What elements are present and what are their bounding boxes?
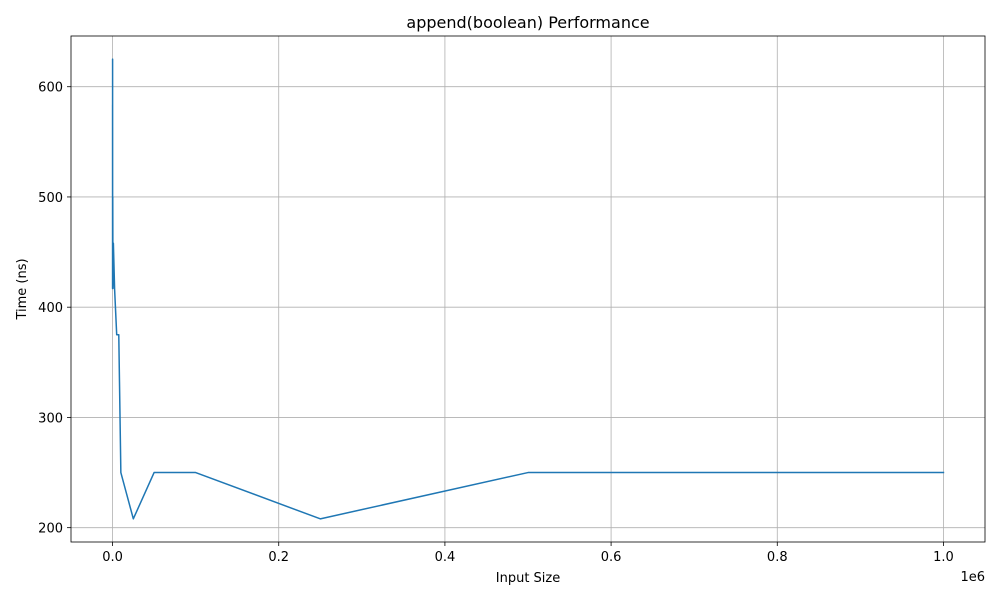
series-line xyxy=(111,58,945,520)
x-axis-label: Input Size xyxy=(496,571,560,586)
x-tick-label: 1.0 xyxy=(933,550,954,565)
series-layer xyxy=(111,58,945,520)
y-tick-label: 300 xyxy=(38,411,63,426)
x-axis-offset-label: 1e6 xyxy=(960,570,985,585)
x-tick-label: 0.6 xyxy=(601,550,622,565)
x-tick-label: 0.4 xyxy=(435,550,456,565)
y-axis: 200 300 400 500 600 xyxy=(38,81,71,537)
x-tick-label: 0.8 xyxy=(767,550,788,565)
x-tick-label: 0.0 xyxy=(102,550,123,565)
y-axis-label: Time (ns) xyxy=(15,258,30,320)
x-tick-label: 0.2 xyxy=(268,550,289,565)
grid xyxy=(71,36,985,542)
y-tick-label: 200 xyxy=(38,522,63,537)
chart-title: append(boolean) Performance xyxy=(406,13,649,32)
x-axis: 0.0 0.2 0.4 0.6 0.8 1.0 xyxy=(102,542,954,565)
y-tick-label: 500 xyxy=(38,191,63,206)
plot-frame xyxy=(70,35,986,543)
y-tick-label: 400 xyxy=(38,301,63,316)
y-tick-label: 600 xyxy=(38,81,63,96)
